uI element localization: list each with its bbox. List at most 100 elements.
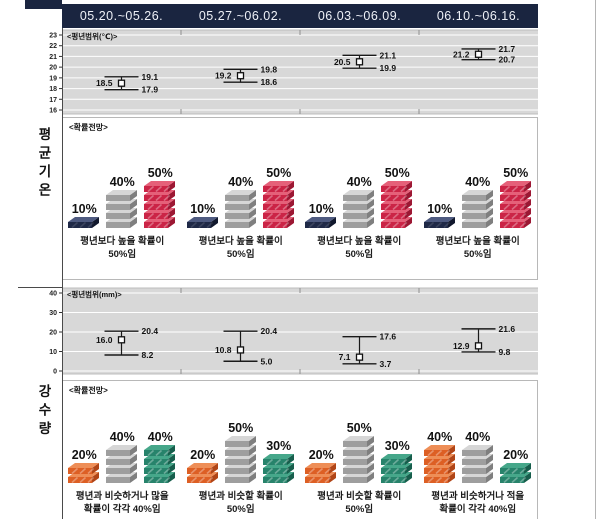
probability-panel-title: <확률전망> bbox=[69, 123, 108, 132]
range-min-label: 17.9 bbox=[142, 85, 159, 95]
forecast-value-label: 12.9 bbox=[453, 341, 470, 351]
probability-percent-label: 10% bbox=[427, 202, 453, 216]
probability-caption: 평년보다 높을 확률이 50%임 bbox=[317, 236, 401, 263]
range-min-label: 8.2 bbox=[142, 350, 154, 360]
brick-row: 10% 40% 50% bbox=[68, 166, 176, 229]
probability-column: 10% 40% 50% 평년보다 높을 확률이 50%임 bbox=[182, 132, 301, 279]
brick-stack-icon bbox=[68, 217, 100, 229]
brick-row: 40% 40% 20% bbox=[423, 430, 532, 484]
probability-column: 40% 40% 20% 평년과 비슷하거나 적을 확률이 각각 40%임 bbox=[419, 395, 538, 519]
probability-percent-label: 40% bbox=[109, 175, 135, 189]
probability-percent-label: 20% bbox=[503, 448, 529, 462]
probability-percent-label: 20% bbox=[308, 448, 334, 462]
probability-caption-line: 50%임 bbox=[108, 248, 137, 260]
header-corner-block bbox=[25, 0, 62, 9]
section-label-temperature: 평균기온 bbox=[36, 127, 51, 201]
brick-stack-icon bbox=[461, 445, 493, 483]
probability-stack: 40% bbox=[106, 430, 138, 484]
y-axis-tick-label: 16 bbox=[49, 108, 57, 115]
y-axis-tick-label: 18 bbox=[49, 86, 57, 93]
probability-caption-line: 50%임 bbox=[226, 248, 255, 260]
y-axis-tick-label: 40 bbox=[49, 291, 57, 298]
forecast-value-marker bbox=[355, 353, 364, 361]
probability-columns: 10% 40% 50% 평년보다 높을 확률이 50%임 10% 40% 50% 평년보다 높을… bbox=[63, 132, 537, 279]
y-axis-tick-label: 19 bbox=[49, 75, 57, 82]
brick-stack-icon bbox=[381, 181, 413, 229]
y-axis-tick-label: 17 bbox=[49, 97, 57, 104]
range-max-label: 21.1 bbox=[380, 50, 397, 60]
probability-stack: 10% bbox=[186, 202, 219, 229]
probability-percent-label: 30% bbox=[384, 439, 410, 453]
probability-caption-line: 평년과 비슷하거나 적을 bbox=[431, 491, 525, 502]
probability-panel-title: <확률전망> bbox=[69, 386, 108, 395]
brick-stack-icon bbox=[461, 190, 493, 228]
probability-caption-line: 확률이 각각 40%임 bbox=[439, 503, 517, 515]
period-header-cell: 06.10.~06.16. bbox=[436, 9, 521, 23]
y-axis-tick-label: 30 bbox=[49, 310, 57, 317]
probability-caption-line: 평년보다 높을 확률이 bbox=[198, 236, 283, 247]
range-chart-title: <평년범위(℃)> bbox=[67, 31, 118, 41]
brick-stack-icon bbox=[499, 463, 531, 484]
probability-stack: 40% bbox=[343, 175, 375, 229]
probability-percent-label: 40% bbox=[346, 175, 372, 189]
range-chart-title: <평년범위(mm)> bbox=[67, 289, 122, 299]
range-max-label: 21.7 bbox=[499, 44, 516, 54]
range-max-label: 20.4 bbox=[142, 326, 159, 336]
error-bar: 20.4 8.2 16.0 bbox=[96, 326, 158, 360]
brick-stack-icon bbox=[305, 463, 337, 484]
forecast-value-label: 10.8 bbox=[215, 345, 232, 355]
period-header-cell: 06.03.~06.09. bbox=[317, 9, 402, 23]
probability-stack: 40% bbox=[224, 175, 257, 229]
probability-caption-line: 확률이 각각 40%임 bbox=[83, 503, 161, 515]
brick-row: 10% 40% 50% bbox=[186, 166, 295, 229]
probability-percent-label: 40% bbox=[465, 430, 491, 444]
forecast-value-label: 16.0 bbox=[96, 335, 113, 345]
section-label-precipitation: 강수량 bbox=[36, 384, 51, 440]
precipitation-probability-panel: <확률전망> 20% 40% 40% 평년과 비슷하거나 많을 확률이 각각 40%임 2… bbox=[62, 380, 538, 519]
probability-caption: 평년보다 높을 확률이 50%임 bbox=[199, 236, 283, 263]
probability-caption-line: 평년과 비슷하거나 많을 bbox=[75, 491, 169, 502]
probability-caption-line: 평년과 비슷할 확률이 bbox=[317, 491, 402, 502]
range-min-label: 20.7 bbox=[499, 55, 516, 65]
probability-stack: 40% bbox=[106, 175, 138, 229]
brick-stack-icon bbox=[186, 217, 218, 229]
probability-caption-line: 평년과 비슷할 확률이 bbox=[198, 491, 283, 502]
probability-stack: 40% bbox=[423, 430, 456, 484]
range-min-label: 5.0 bbox=[261, 356, 273, 366]
brick-stack-icon bbox=[68, 463, 100, 484]
y-axis-tick-label: 21 bbox=[49, 54, 57, 61]
range-max-label: 19.1 bbox=[142, 72, 159, 82]
probability-caption-line: 50%임 bbox=[345, 503, 374, 515]
brick-row: 20% 50% 30% bbox=[305, 421, 413, 484]
probability-percent-label: 50% bbox=[266, 166, 292, 180]
range-min-label: 18.6 bbox=[261, 77, 278, 87]
brick-stack-icon bbox=[224, 190, 256, 228]
probability-percent-label: 50% bbox=[346, 421, 372, 435]
probability-column: 20% 50% 30% 평년과 비슷할 확률이 50%임 bbox=[300, 395, 419, 519]
probability-caption-line: 50%임 bbox=[463, 248, 492, 260]
brick-stack-icon bbox=[224, 436, 256, 483]
forecast-value-label: 18.5 bbox=[96, 78, 113, 88]
range-max-label: 21.6 bbox=[499, 324, 516, 334]
brick-stack-icon bbox=[499, 181, 531, 229]
probability-caption-line: 평년보다 높을 확률이 bbox=[80, 236, 165, 247]
error-bar: 21.1 19.9 20.5 bbox=[334, 50, 396, 73]
forecast-value-marker bbox=[355, 58, 364, 66]
probability-stack: 30% bbox=[381, 439, 413, 484]
range-min-label: 19.9 bbox=[380, 63, 397, 73]
range-min-label: 3.7 bbox=[380, 359, 392, 369]
brick-stack-icon bbox=[144, 445, 176, 484]
y-axis-tick-label: 10 bbox=[49, 349, 57, 356]
probability-stack: 20% bbox=[186, 448, 219, 484]
range-max-label: 20.4 bbox=[261, 326, 278, 336]
y-axis-tick-label: 0 bbox=[53, 369, 57, 376]
brick-row: 10% 40% 50% bbox=[305, 166, 413, 229]
probability-stack: 20% bbox=[68, 448, 100, 484]
brick-stack-icon bbox=[262, 181, 294, 229]
probability-stack: 50% bbox=[224, 421, 257, 484]
period-header-cell: 05.20.~05.26. bbox=[79, 9, 164, 23]
probability-stack: 20% bbox=[305, 448, 337, 484]
probability-caption: 평년보다 높을 확률이 50%임 bbox=[436, 236, 520, 263]
probability-stack: 10% bbox=[423, 202, 456, 229]
